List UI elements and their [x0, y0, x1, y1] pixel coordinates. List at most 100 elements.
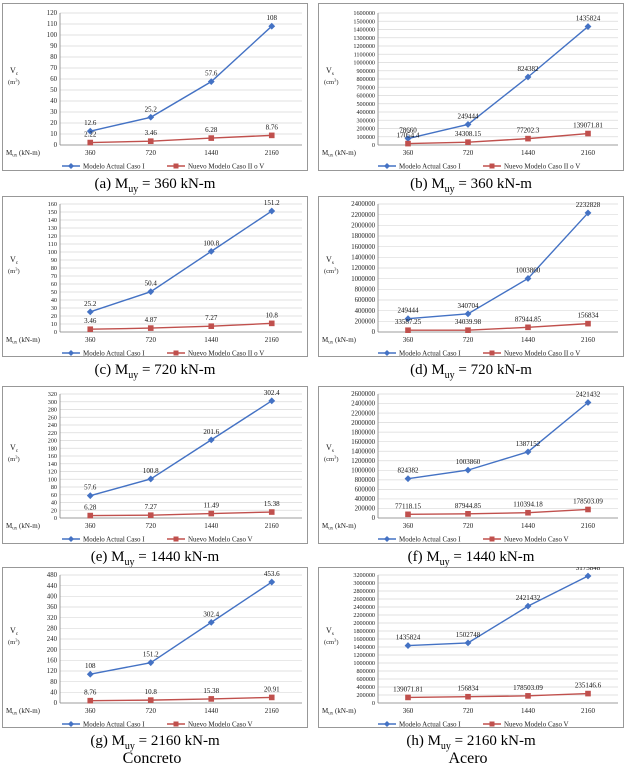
y-tick-label: 300: [48, 399, 57, 406]
legend-marker: [68, 163, 74, 169]
legend-label: Modelo Actual Caso I: [399, 536, 461, 544]
y-tick-label: 2400000: [351, 201, 375, 208]
y-tick-label: 800000: [355, 287, 376, 294]
x-axis-title: Mux (kN-m): [6, 336, 41, 346]
y-tick-label: 40: [51, 500, 57, 507]
y-tick-label: 160: [47, 658, 58, 665]
data-point: [465, 511, 471, 517]
data-point: [464, 639, 472, 647]
y-tick-label: 10: [50, 131, 57, 138]
data-point: [404, 315, 412, 323]
data-point: [524, 448, 532, 456]
data-point: [404, 642, 412, 649]
legend-label: Nuevo Modelo Caso V: [504, 536, 569, 544]
x-tick-label: 2160: [265, 336, 280, 344]
data-label: 340704: [458, 302, 480, 310]
data-label: 20.91: [264, 685, 280, 693]
data-label: 77118.15: [395, 502, 421, 510]
y-tick-label: 900000: [356, 68, 375, 75]
series-line: [407, 132, 589, 145]
data-point: [147, 138, 154, 144]
data-point: [208, 510, 215, 517]
x-tick-label: 1440: [204, 336, 219, 344]
x-tick-label: 2160: [581, 336, 596, 344]
series-line: [90, 581, 273, 675]
y-tick-label: 140: [48, 217, 57, 224]
data-label: 235146.6: [575, 682, 602, 690]
x-tick-label: 1440: [521, 707, 536, 715]
y-tick-label: 2000000: [351, 420, 375, 427]
y-tick-label: 320: [47, 615, 58, 622]
y-tick-label: 20: [50, 120, 57, 127]
data-label: 3.46: [145, 129, 158, 137]
y-tick-label: 10: [51, 321, 57, 328]
x-axis-title: Mux (kN-m): [6, 522, 41, 532]
data-point: [268, 320, 275, 327]
data-label: 156834: [578, 312, 600, 320]
y-tick-label: 440: [47, 583, 58, 590]
x-axis-title: Mux (kN-m): [322, 522, 357, 532]
x-tick-label: 2160: [265, 522, 280, 530]
y-axis-unit: (m3): [8, 78, 20, 87]
data-label: 824382: [518, 65, 540, 73]
y-tick-label: 0: [372, 329, 376, 336]
data-label: 249444: [458, 112, 480, 120]
data-point: [524, 602, 532, 610]
data-label: 17054.4: [397, 132, 420, 140]
y-tick-label: 80: [50, 54, 57, 61]
y-axis-unit: (cm3): [324, 267, 339, 276]
series-line: [90, 696, 272, 702]
x-tick-label: 360: [85, 522, 96, 530]
y-tick-label: 110: [48, 241, 57, 248]
y-tick-label: 600000: [356, 93, 375, 100]
y-tick-label: 3200000: [353, 572, 375, 579]
data-point: [405, 694, 411, 701]
chart-border: [2, 196, 308, 357]
y-tick-label: 600000: [356, 676, 375, 683]
data-label: 6.28: [84, 504, 97, 512]
y-tick-label: 1000000: [351, 468, 375, 475]
data-point: [268, 694, 275, 701]
panel-caption: (g) Muy = 2160 kN-m: [90, 733, 220, 752]
data-label: 302.4: [264, 389, 280, 397]
y-tick-label: 240: [47, 636, 58, 643]
data-label: 57.6: [205, 70, 218, 78]
y-axis-unit: (cm3): [324, 78, 339, 87]
data-label: 3.46: [84, 317, 97, 325]
x-axis-title: Mux (kN-m): [322, 707, 357, 717]
data-point: [208, 323, 215, 329]
legend-label: Nuevo Modelo Caso II o V: [188, 350, 264, 358]
x-tick-label: 360: [85, 149, 96, 157]
data-point: [86, 670, 94, 678]
data-label: 7.27: [205, 314, 218, 322]
y-tick-label: 100: [48, 476, 57, 483]
data-label: 2.22: [84, 131, 97, 139]
data-label: 34039.98: [455, 318, 482, 326]
y-tick-label: 60: [50, 76, 57, 83]
y-tick-label: 80: [51, 484, 57, 491]
data-label: 1435824: [576, 15, 601, 23]
data-label: 25.2: [145, 105, 158, 113]
series-line: [407, 508, 589, 516]
data-point: [585, 506, 591, 513]
y-tick-label: 200000: [355, 319, 376, 326]
data-label: 10.8: [145, 688, 158, 696]
x-tick-label: 2160: [265, 149, 280, 157]
panel-caption: (c) Muy = 720 kN-m: [94, 362, 216, 381]
y-tick-label: 1400000: [351, 448, 375, 455]
y-tick-label: 1600000: [353, 10, 375, 17]
data-point: [147, 697, 154, 703]
y-tick-label: 120: [48, 233, 57, 240]
x-axis-title: Mux (kN-m): [322, 149, 357, 159]
data-point: [465, 327, 471, 333]
y-tick-label: 70: [51, 273, 57, 280]
y-tick-label: 800000: [356, 668, 375, 675]
chart-border: [318, 196, 624, 357]
data-label: 87944.85: [515, 315, 542, 323]
data-point: [405, 511, 411, 518]
data-point: [268, 132, 275, 139]
y-tick-label: 100: [48, 249, 57, 256]
legend-label: Modelo Actual Caso I: [83, 536, 145, 544]
x-tick-label: 360: [85, 707, 96, 715]
